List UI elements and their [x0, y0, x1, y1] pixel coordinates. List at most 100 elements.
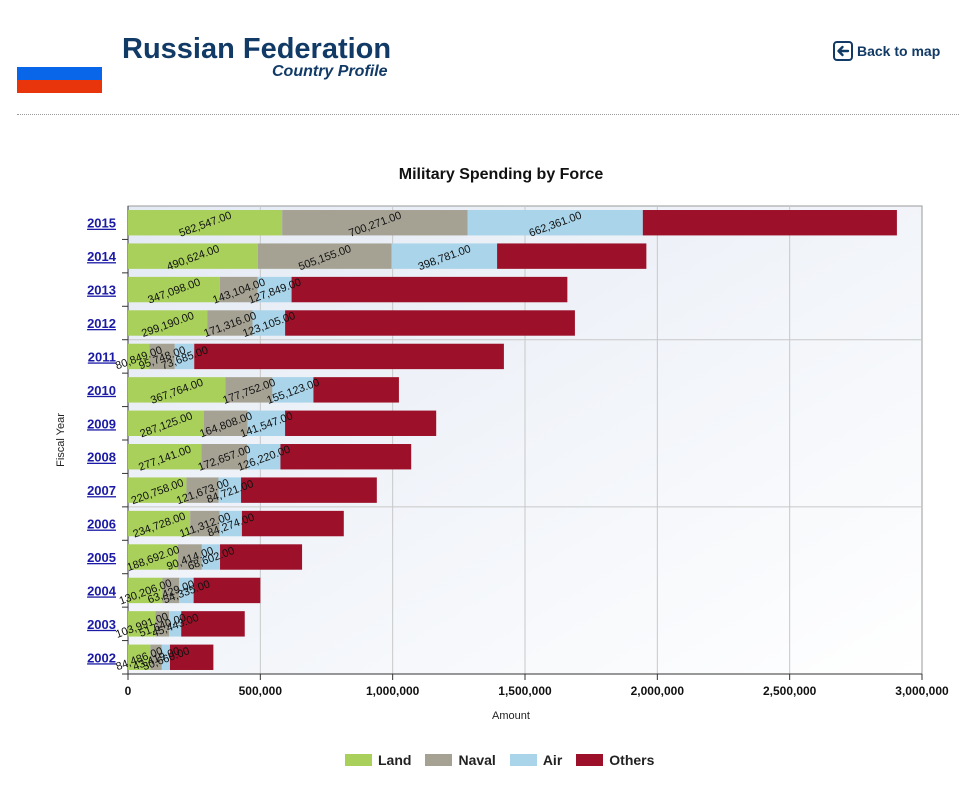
fiscal-year-link[interactable]: 2011: [88, 349, 116, 364]
bar-land: [128, 243, 258, 269]
fiscal-year-link[interactable]: 2008: [87, 450, 116, 465]
bar-others: [285, 310, 575, 336]
bar-air: [247, 410, 286, 436]
bar-land: [128, 577, 163, 604]
bar-naval: [150, 644, 162, 670]
bar-others: [285, 410, 437, 436]
legend-item-air[interactable]: Air: [509, 752, 563, 768]
x-tick-label: 2,000,000: [631, 684, 685, 698]
fiscal-year-link[interactable]: 2009: [87, 416, 116, 431]
bar-air: [272, 377, 314, 403]
bar-land: [128, 377, 226, 403]
bar-air: [247, 444, 281, 470]
legend-label: Land: [378, 752, 412, 768]
bar-others: [313, 377, 399, 403]
bar-land: [128, 343, 150, 370]
bar-land: [128, 410, 204, 436]
x-tick-label: 500,000: [239, 684, 283, 698]
legend-swatch: [509, 754, 537, 766]
bar-land: [128, 510, 191, 537]
bar-air: [174, 343, 195, 370]
fiscal-year-link[interactable]: 2004: [87, 583, 117, 598]
x-tick-label: 2,500,000: [763, 684, 817, 698]
legend-swatch: [576, 754, 604, 766]
bar-others: [497, 243, 647, 269]
bar-others: [291, 276, 568, 303]
x-tick-label: 0: [125, 684, 132, 698]
bar-air: [201, 544, 221, 570]
back-to-map-link[interactable]: Back to map: [833, 41, 940, 61]
chart-legend: Land Naval Air Others: [345, 752, 654, 768]
bar-naval: [149, 343, 175, 370]
fiscal-year-link[interactable]: 2007: [87, 483, 116, 498]
bar-others: [169, 644, 214, 670]
bar-others: [241, 510, 344, 537]
fiscal-year-link[interactable]: 2015: [87, 216, 116, 231]
fiscal-year-link[interactable]: 2010: [87, 383, 116, 398]
fiscal-year-link[interactable]: 2005: [87, 550, 116, 565]
bar-land: [128, 210, 283, 236]
legend-swatch: [425, 754, 453, 766]
bar-land: [128, 276, 220, 303]
bar-air: [218, 477, 242, 503]
bar-air: [391, 243, 498, 269]
bar-land: [128, 310, 208, 336]
legend-item-others[interactable]: Others: [576, 752, 654, 768]
legend-label: Air: [542, 752, 563, 768]
bar-naval: [282, 210, 468, 236]
bar-naval: [186, 477, 219, 503]
page-title: Russian Federation: [122, 33, 392, 65]
bar-others: [220, 544, 303, 570]
bar-land: [128, 477, 187, 503]
legend-label: Others: [609, 752, 655, 768]
bar-air: [219, 510, 242, 537]
flag-band-red: [17, 80, 102, 93]
back-to-map-label: Back to map: [857, 43, 941, 59]
chart-title: Military Spending by Force: [398, 166, 604, 183]
legend-label: Naval: [458, 752, 496, 768]
back-arrow-icon: [833, 41, 853, 61]
fiscal-year-link[interactable]: 2002: [87, 650, 116, 665]
military-spending-chart: 0 500,000 1,000,000 1,500,000 2,000,000 2,500…: [55, 205, 949, 722]
bar-others: [181, 611, 245, 637]
bar-air: [257, 276, 292, 303]
bar-naval: [203, 410, 248, 436]
fiscal-year-link[interactable]: 2003: [87, 617, 116, 632]
bar-naval: [201, 444, 248, 470]
x-axis-title: Amount: [492, 710, 530, 722]
bar-others: [280, 444, 412, 470]
fiscal-year-link[interactable]: 2012: [87, 316, 116, 331]
bar-others: [193, 577, 261, 604]
y-axis-title: Fiscal Year: [55, 413, 67, 467]
bar-naval: [155, 611, 170, 637]
bar-naval: [257, 243, 392, 269]
bar-naval: [162, 577, 180, 604]
bar-naval: [207, 310, 253, 336]
page-subtitle: Country Profile: [272, 63, 388, 80]
fiscal-year-link[interactable]: 2013: [87, 283, 116, 298]
bar-air: [252, 310, 286, 336]
bar-air: [169, 611, 182, 637]
bar-land: [128, 644, 151, 670]
header-divider: [17, 114, 959, 115]
bar-land: [128, 611, 156, 637]
bar-others: [642, 210, 897, 236]
bar-naval: [190, 510, 220, 537]
fiscal-year-link[interactable]: 2006: [87, 517, 116, 532]
bar-naval: [219, 276, 258, 303]
country-flag: [17, 54, 102, 93]
flag-band-white: [17, 54, 102, 67]
x-tick-label: 1,500,000: [498, 684, 552, 698]
bar-land: [128, 444, 202, 470]
legend-swatch: [345, 754, 372, 766]
bar-others: [194, 343, 504, 370]
bar-air: [467, 210, 643, 236]
bar-naval: [225, 377, 273, 403]
x-tick-label: 1,000,000: [366, 684, 420, 698]
legend-item-land[interactable]: Land: [345, 752, 411, 768]
bar-air: [179, 577, 194, 604]
x-tick-label: 3,000,000: [895, 684, 949, 698]
flag-band-blue: [17, 67, 102, 80]
fiscal-year-link[interactable]: 2014: [87, 249, 117, 264]
legend-item-naval[interactable]: Naval: [425, 752, 496, 768]
